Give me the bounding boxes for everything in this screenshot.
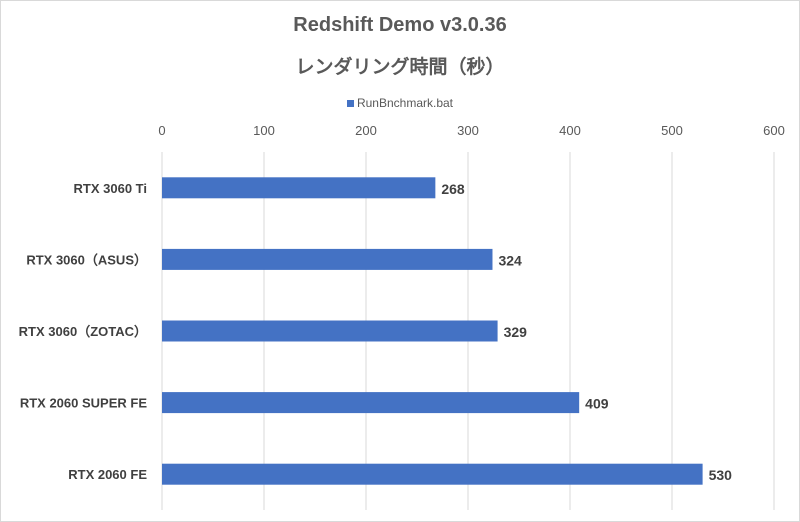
bar — [162, 392, 580, 414]
x-tick-label: 400 — [559, 123, 581, 138]
bar — [162, 248, 493, 270]
x-tick-label: 500 — [661, 123, 683, 138]
chart-subtitle: レンダリング時間（秒） — [295, 57, 505, 78]
legend-swatch — [346, 100, 354, 108]
bar — [162, 463, 703, 485]
data-label: 409 — [585, 396, 609, 412]
chart-title: Redshift Demo v3.0.36 — [293, 14, 507, 36]
x-tick-label: 300 — [457, 123, 479, 138]
category-label: RTX 2060 SUPER FE — [20, 396, 147, 411]
legend: RunBnchmark.bat — [0, 96, 800, 110]
category-label: RTX 3060 Ti — [74, 181, 147, 196]
category-label: RTX 3060（ZOTAC） — [19, 324, 147, 339]
x-tick-label: 200 — [355, 123, 377, 138]
data-label: 324 — [498, 252, 522, 268]
x-tick-label: 0 — [158, 123, 165, 138]
data-label: 329 — [504, 324, 528, 340]
legend-label: RunBnchmark.bat — [356, 96, 454, 110]
data-label: 530 — [709, 467, 733, 483]
bar — [162, 320, 498, 342]
bar — [162, 177, 436, 199]
category-label: RTX 2060 FE — [68, 467, 147, 482]
x-tick-label: 100 — [253, 123, 275, 138]
data-label: 268 — [441, 181, 465, 197]
x-tick-label: 600 — [763, 123, 785, 138]
category-label: RTX 3060（ASUS） — [26, 252, 147, 267]
